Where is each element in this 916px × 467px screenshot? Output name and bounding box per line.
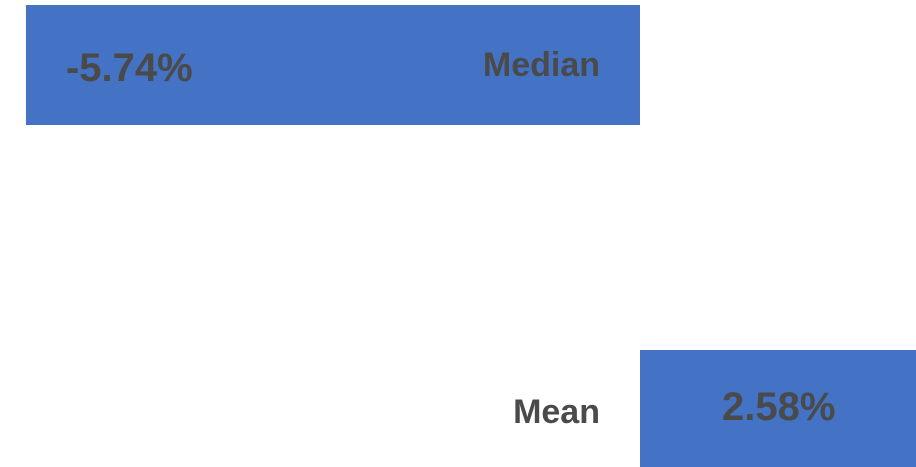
value-label-median: -5.74%: [66, 46, 193, 90]
category-label-mean: Mean: [513, 393, 600, 431]
value-labels-group: -5.74% 2.58%: [66, 46, 835, 429]
bars-group: [25, 5, 916, 467]
category-label-median: Median: [483, 46, 600, 84]
category-labels-group: Median Mean: [483, 46, 600, 431]
bar-median: [25, 5, 640, 125]
value-label-mean: 2.58%: [722, 385, 835, 429]
bar-mean: [640, 350, 916, 467]
